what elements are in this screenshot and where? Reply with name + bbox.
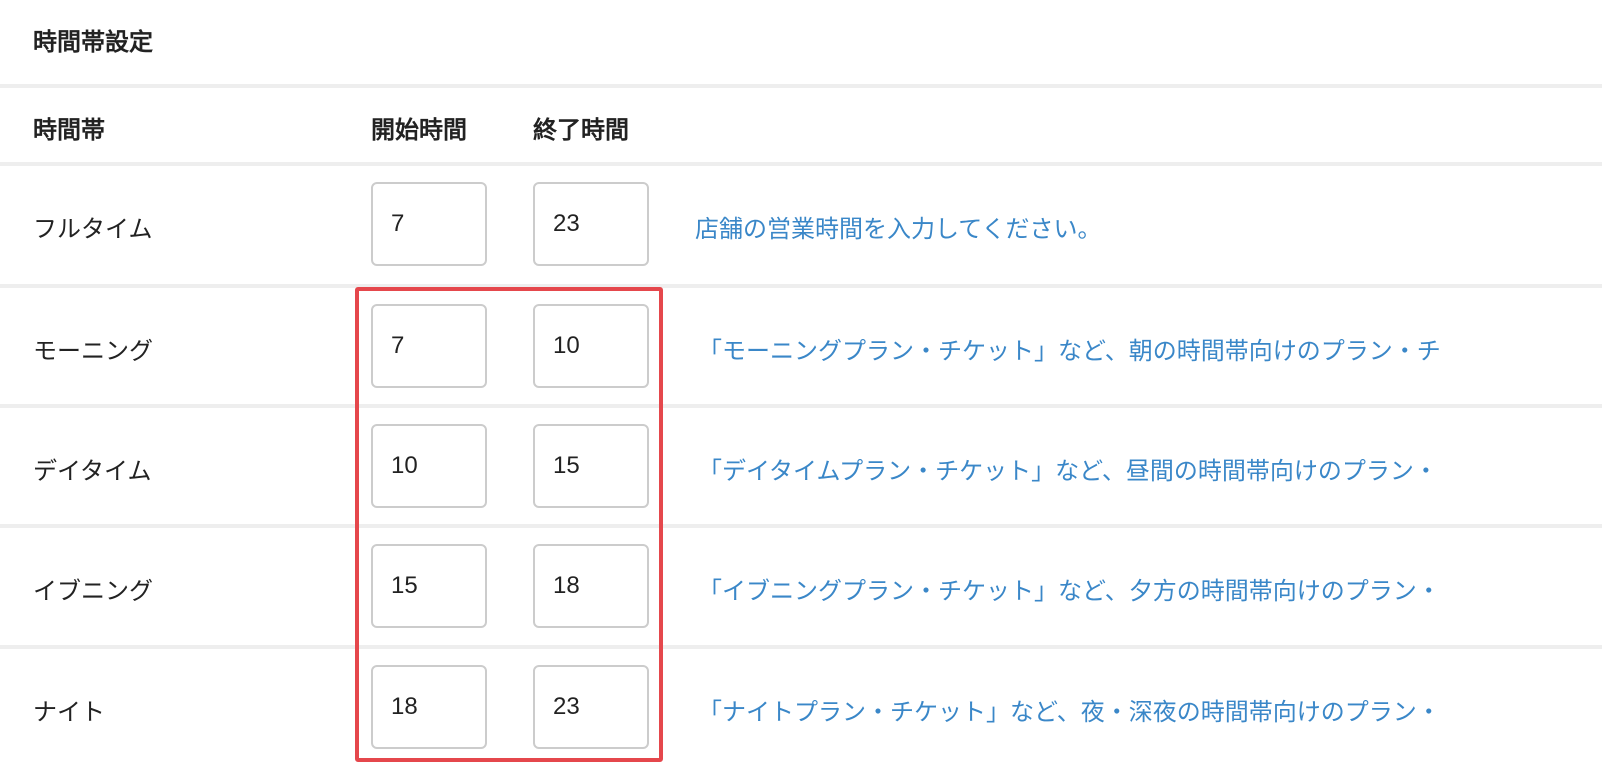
- row-description: 「モーニングプラン・チケット」など、朝の時間帯向けのプラン・チ: [698, 337, 1441, 365]
- divider: [0, 84, 1602, 88]
- row-label: デイタイム: [33, 457, 152, 485]
- row-description: 「ナイトプラン・チケット」など、夜・深夜の時間帯向けのプラン・: [698, 698, 1441, 726]
- end-time-input[interactable]: [533, 424, 649, 508]
- header-period: 時間帯: [33, 116, 105, 144]
- row-description: 「デイタイムプラン・チケット」など、昼間の時間帯向けのプラン・: [698, 457, 1438, 485]
- row-label: イブニング: [33, 577, 153, 605]
- end-time-input[interactable]: [533, 304, 649, 388]
- start-time-input[interactable]: [371, 182, 487, 266]
- row-description: 「イブニングプラン・チケット」など、夕方の時間帯向けのプラン・: [698, 577, 1441, 605]
- start-time-input[interactable]: [371, 424, 487, 508]
- start-time-input[interactable]: [371, 665, 487, 749]
- header-end: 終了時間: [533, 116, 629, 144]
- header-start: 開始時間: [371, 116, 467, 144]
- end-time-input[interactable]: [533, 182, 649, 266]
- end-time-input[interactable]: [533, 544, 649, 628]
- divider: [0, 162, 1602, 166]
- row-description: 店舗の営業時間を入力してください。: [695, 215, 1102, 243]
- row-label: モーニング: [33, 337, 153, 365]
- divider: [0, 284, 1602, 288]
- divider: [0, 404, 1602, 408]
- section-title: 時間帯設定: [33, 28, 153, 56]
- end-time-input[interactable]: [533, 665, 649, 749]
- start-time-input[interactable]: [371, 544, 487, 628]
- row-label: フルタイム: [33, 215, 153, 243]
- start-time-input[interactable]: [371, 304, 487, 388]
- row-label: ナイト: [33, 698, 105, 726]
- divider: [0, 645, 1602, 649]
- divider: [0, 524, 1602, 528]
